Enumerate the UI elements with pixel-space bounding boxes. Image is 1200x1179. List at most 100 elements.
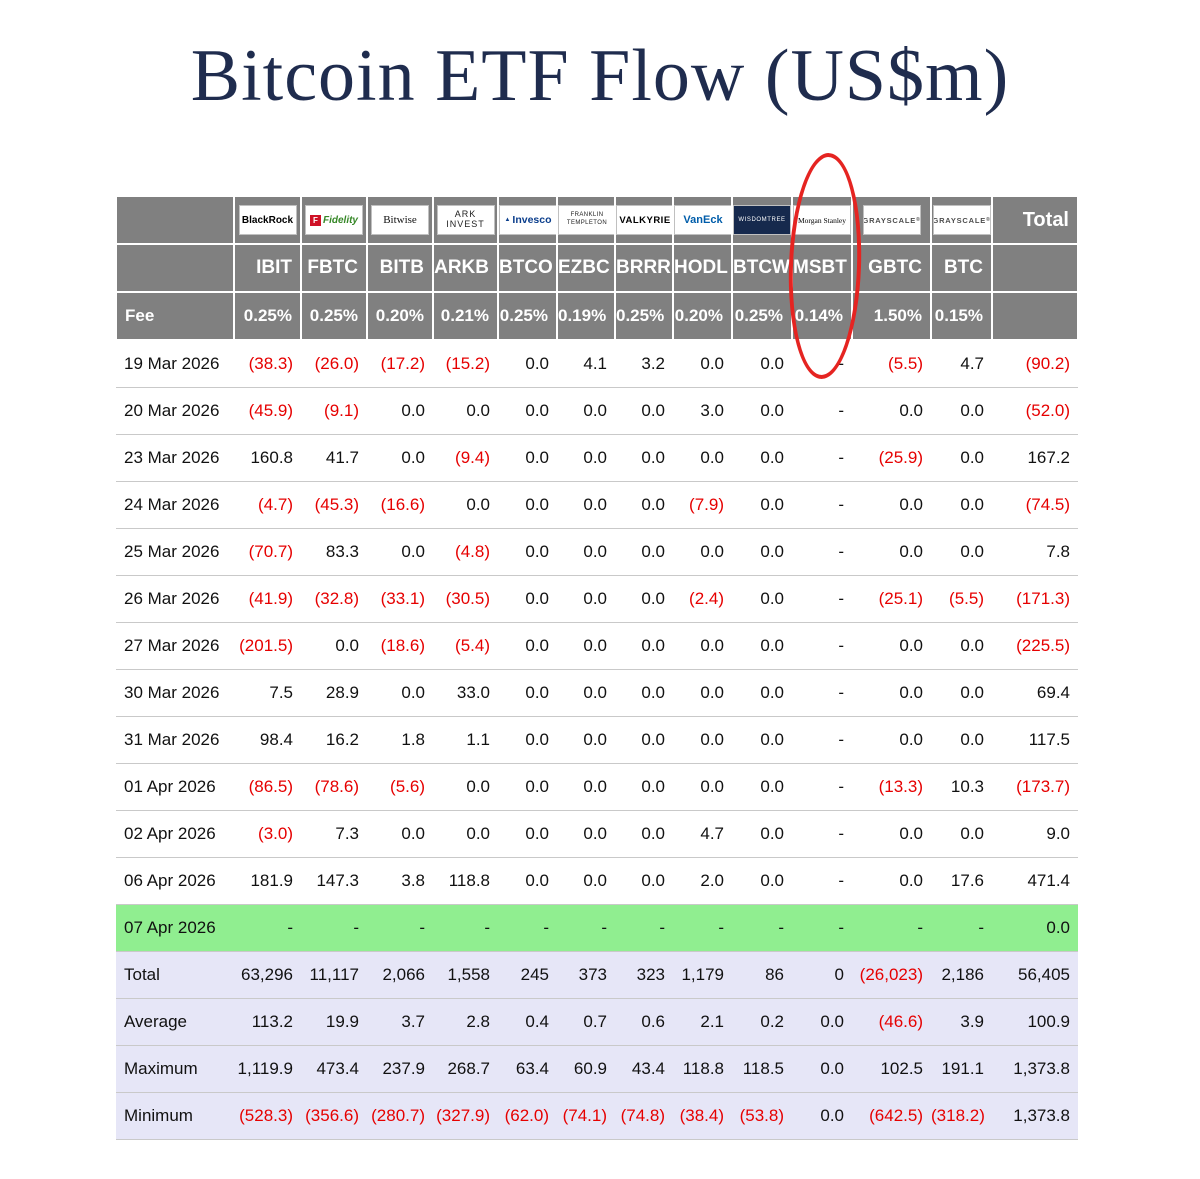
fee-msbt: 0.14% [791, 291, 853, 341]
flow-value-btcw: 0.0 [732, 622, 792, 670]
ark-invest-logo: ARK INVEST [436, 205, 495, 235]
flow-value-btco: 0.0 [498, 857, 557, 905]
summary-minimum-brrr: (74.8) [615, 1092, 673, 1140]
flow-value-ibit: (70.7) [234, 528, 301, 576]
flow-value-btcw: 0.0 [732, 810, 792, 858]
flow-value-brrr: 0.0 [615, 387, 673, 435]
flow-value-btcw: 0.0 [732, 434, 792, 482]
flow-value-brrr: 0.0 [615, 575, 673, 623]
flow-row: 19 Mar 2026 (38.3) (26.0) (17.2) (15.2) 0.0 4.… [116, 340, 1078, 388]
flow-value-arkb: 0.0 [433, 481, 498, 529]
flow-value-gbtc: 0.0 [852, 481, 931, 529]
flow-value-brrr: - [615, 904, 673, 952]
flow-value-arkb: (9.4) [433, 434, 498, 482]
flow-value-ibit: 7.5 [234, 669, 301, 717]
flow-value-btco: 0.0 [498, 387, 557, 435]
flow-value-arkb: 0.0 [433, 763, 498, 811]
fidelity-logo: Fidelity [305, 205, 363, 235]
date-cell: 01 Apr 2026 [116, 763, 234, 811]
summary-average-bitb: 3.7 [367, 998, 433, 1046]
flow-value-btco: 0.0 [498, 763, 557, 811]
date-cell: 31 Mar 2026 [116, 716, 234, 764]
flow-value-btc: 0.0 [931, 528, 992, 576]
page-title: Bitcoin ETF Flow (US$m) [190, 35, 1010, 117]
ticker-fbtc: FBTC [300, 243, 368, 293]
summary-total-gbtc: (26,023) [852, 951, 931, 999]
summary-total-fbtc: 11,117 [301, 951, 367, 999]
flow-value-bitb: 1.8 [367, 716, 433, 764]
flow-value-bitb: 0.0 [367, 810, 433, 858]
flow-value-ezbc: 0.0 [557, 387, 615, 435]
grayscale-logo-cell: GRAYSCALE [930, 195, 993, 245]
flow-row: 24 Mar 2026 (4.7) (45.3) (16.6) 0.0 0.0 0.0 0.0… [116, 481, 1078, 529]
flow-value-bitb: (18.6) [367, 622, 433, 670]
flow-value-btco: 0.0 [498, 716, 557, 764]
row-total-cell: (173.7) [992, 763, 1078, 811]
flow-value-msbt: - [792, 810, 852, 858]
date-cell: 19 Mar 2026 [116, 340, 234, 388]
grayscale-logo-text: GRAYSCALE [862, 215, 917, 225]
flow-value-arkb: 118.8 [433, 857, 498, 905]
flow-value-gbtc: 0.0 [852, 669, 931, 717]
invesco-logo: Invesco [499, 205, 557, 235]
summary-maximum-arkb: 268.7 [433, 1045, 498, 1093]
flow-value-arkb: 0.0 [433, 387, 498, 435]
flow-value-bitb: 3.8 [367, 857, 433, 905]
flow-row: 26 Mar 2026 (41.9) (32.8) (33.1) (30.5) 0.0 0.… [116, 575, 1078, 623]
summary-total-cell: 1,373.8 [992, 1092, 1078, 1140]
flow-value-ibit: (86.5) [234, 763, 301, 811]
row-total-cell: 471.4 [992, 857, 1078, 905]
date-cell: 20 Mar 2026 [116, 387, 234, 435]
vaneck-logo-cell: VanEck [672, 195, 733, 245]
summary-total-ezbc: 373 [557, 951, 615, 999]
flow-value-fbtc: 147.3 [301, 857, 367, 905]
flow-value-fbtc: (45.3) [301, 481, 367, 529]
summary-minimum-hodl: (38.4) [673, 1092, 732, 1140]
summary-average-gbtc: (46.6) [852, 998, 931, 1046]
row-total-cell: 167.2 [992, 434, 1078, 482]
summary-minimum-ezbc: (74.1) [557, 1092, 615, 1140]
flow-value-btc: 0.0 [931, 387, 992, 435]
flow-value-btco: 0.0 [498, 481, 557, 529]
flow-row: 02 Apr 2026 (3.0) 7.3 0.0 0.0 0.0 0.0 0.0 4.7 0.0… [116, 810, 1078, 858]
date-cell: 30 Mar 2026 [116, 669, 234, 717]
date-cell: 25 Mar 2026 [116, 528, 234, 576]
flow-value-ezbc: - [557, 904, 615, 952]
flow-value-msbt: - [792, 481, 852, 529]
flow-value-bitb: 0.0 [367, 434, 433, 482]
fee-gbtc: 1.50% [851, 291, 932, 341]
flow-row: 27 Mar 2026 (201.5) 0.0 (18.6) (5.4) 0.0 0.0 0.… [116, 622, 1078, 670]
flow-value-brrr: 0.0 [615, 622, 673, 670]
flow-value-ibit: 181.9 [234, 857, 301, 905]
summary-minimum-gbtc: (642.5) [852, 1092, 931, 1140]
flow-value-btcw: 0.0 [732, 340, 792, 388]
flow-row: 01 Apr 2026 (86.5) (78.6) (5.6) 0.0 0.0 0.0 0.0… [116, 763, 1078, 811]
date-cell: 24 Mar 2026 [116, 481, 234, 529]
flow-value-msbt: - [792, 857, 852, 905]
summary-label: Average [116, 998, 234, 1046]
flow-row: 30 Mar 2026 7.5 28.9 0.0 33.0 0.0 0.0 0.0 0.0 0.0… [116, 669, 1078, 717]
flow-value-gbtc: 0.0 [852, 622, 931, 670]
flow-value-fbtc: 16.2 [301, 716, 367, 764]
ticker-ezbc: EZBC [556, 243, 616, 293]
flow-value-msbt: - [792, 763, 852, 811]
flow-value-brrr: 0.0 [615, 434, 673, 482]
flow-value-btcw: 0.0 [732, 857, 792, 905]
summary-label: Total [116, 951, 234, 999]
row-total-cell: (90.2) [992, 340, 1078, 388]
fee-row-label: Fee [115, 291, 235, 341]
date-cell: 06 Apr 2026 [116, 857, 234, 905]
flow-value-btcw: 0.0 [732, 481, 792, 529]
flow-value-btc: - [931, 904, 992, 952]
ticker-msbt: MSBT [791, 243, 853, 293]
average-row: Average 113.2 19.9 3.7 2.8 0.4 0.7 0.6 2.1 0.2 0.0… [116, 998, 1078, 1046]
flow-value-arkb: 0.0 [433, 810, 498, 858]
flow-value-hodl: 2.0 [673, 857, 732, 905]
summary-total-arkb: 1,558 [433, 951, 498, 999]
summary-minimum-btco: (62.0) [498, 1092, 557, 1140]
flow-value-ibit: - [234, 904, 301, 952]
vaneck-logo: VanEck [674, 205, 732, 235]
summary-minimum-bitb: (280.7) [367, 1092, 433, 1140]
flow-value-ezbc: 0.0 [557, 669, 615, 717]
blackrock-logo-cell: BlackRock [233, 195, 302, 245]
